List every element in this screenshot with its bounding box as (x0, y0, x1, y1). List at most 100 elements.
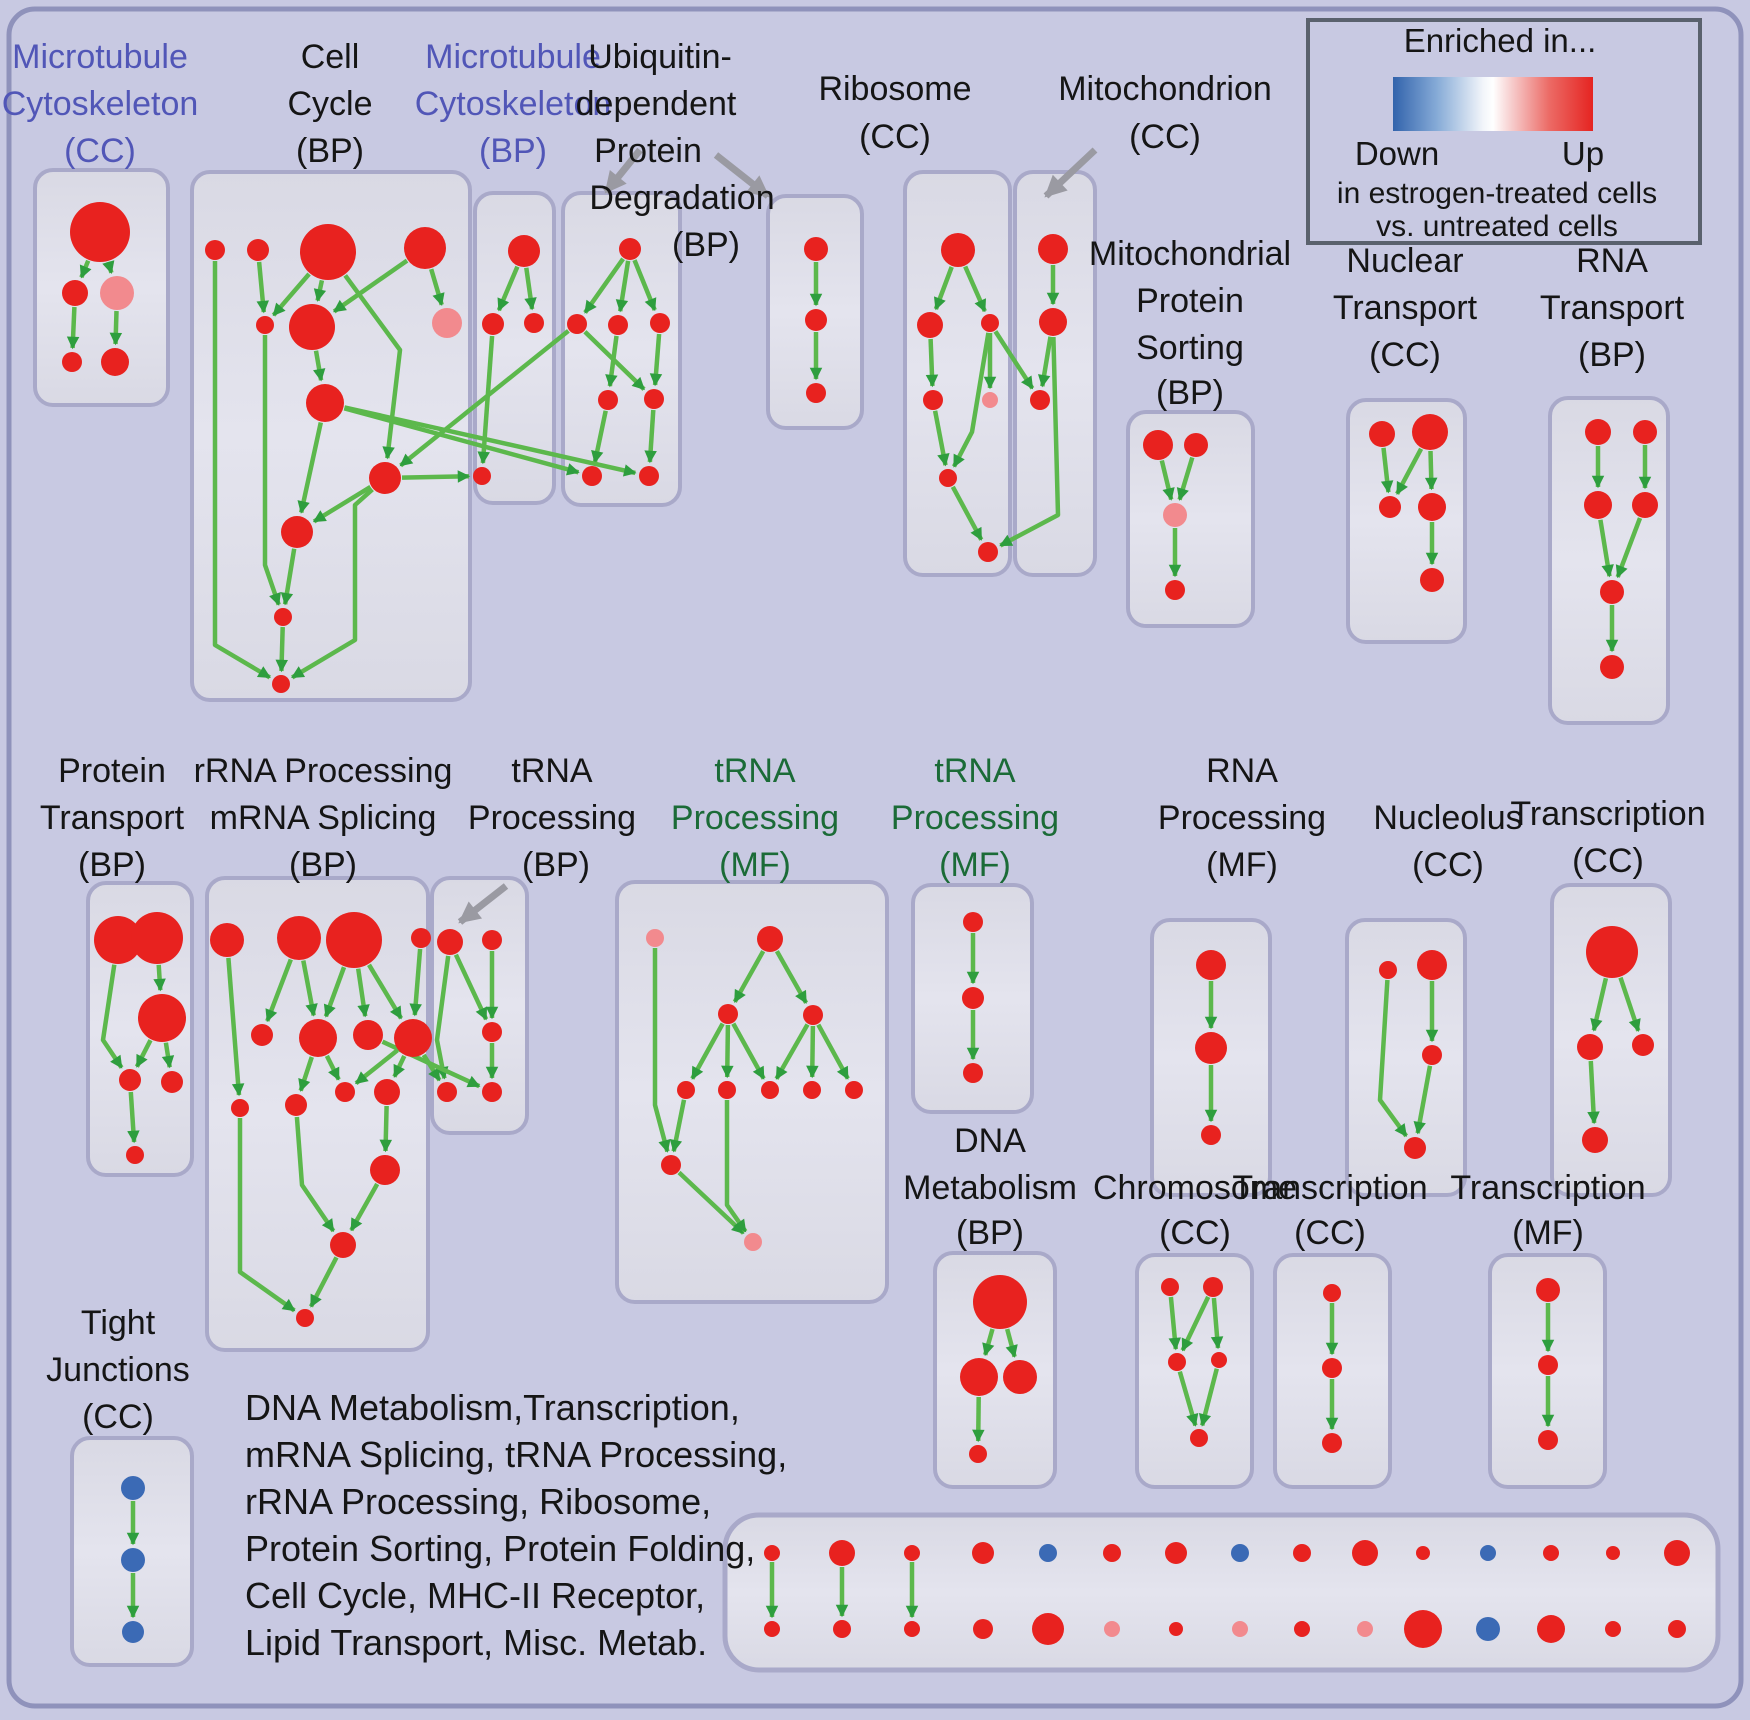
node-microtubule-cytoskeleton-cc-0 (70, 202, 130, 262)
edge-trna-processing-mf-large (652, 948, 671, 1153)
node-rrna-processing-mrna-splicing-bp-3 (411, 928, 431, 948)
node-transcription-mf-1 (1538, 1355, 1558, 1375)
edge-rrna-processing-mrna-splicing-bp (409, 948, 423, 1017)
node-tight-junctions-cc-2 (122, 1621, 144, 1643)
node-ubiquitin-degradation-bp-a-1 (567, 314, 587, 334)
node-nucleolus-cc-3 (1404, 1137, 1426, 1159)
edge-ribosome-cc (952, 332, 991, 468)
group-label-cell-cycle-bp-line2: (BP) (296, 132, 364, 170)
group-label-microtubule-cytoskeleton-cc-line2: (CC) (64, 132, 136, 170)
group-label-trna-processing-mf-large-line2: (MF) (719, 846, 791, 884)
node-trna-processing-mf-small-2 (963, 1063, 983, 1083)
edge-nucleolus-cc (1377, 979, 1409, 1138)
edge-microtubule-cytoskeleton-bp (524, 267, 537, 311)
group-box-ubiquitin-degradation-bp-a (561, 191, 682, 507)
edge-microtubule-cytoskeleton-cc (79, 259, 92, 279)
cross-edge-5 (999, 336, 1061, 548)
edge-protein-transport-bp (127, 1091, 140, 1144)
edge-cell-cycle-bp (275, 626, 288, 673)
node-mitochondrion-cc-2 (1030, 390, 1050, 410)
group-box-nucleolus-cc (1345, 918, 1467, 1197)
group-label-dna-metabolism-bp-line0: DNA (954, 1122, 1026, 1160)
edge-protein-transport-bp (161, 1042, 175, 1069)
node-nuclear-transport-cc-2 (1379, 496, 1401, 518)
strip-top-node-13 (1606, 1546, 1620, 1560)
node-trna-processing-mf-small-1 (962, 987, 984, 1009)
strip-bottom-node-9 (1357, 1621, 1373, 1637)
misc-label-line-4: Cell Cycle, MHC-II Receptor, (245, 1575, 705, 1616)
node-rna-transport-bp-1 (1633, 420, 1657, 444)
node-microtubule-cytoskeleton-cc-2 (100, 276, 134, 310)
edge-rrna-processing-mrna-splicing-bp (379, 1105, 393, 1153)
node-rrna-processing-mrna-splicing-bp-11 (374, 1079, 400, 1105)
node-transcription-mf-2 (1538, 1430, 1558, 1450)
edge-microtubule-cytoskeleton-bp (477, 335, 495, 465)
edge-ribosome-cc (950, 485, 984, 541)
group-label-transcription-cc-upper-line0: Transcription (1510, 795, 1705, 833)
node-ribosome-cc-3 (923, 390, 943, 410)
node-trna-processing-mf-large-8 (845, 1081, 863, 1099)
edge-ubiquitin-degradation-bp-a (583, 257, 625, 314)
edge-ribosome-cc (932, 410, 950, 467)
node-nucleolus-cc-0 (1379, 961, 1397, 979)
edge-transcription-cc-upper (1587, 1060, 1600, 1125)
edge-protein-transport-bp (100, 964, 124, 1069)
edge-dna-metabolism-bp (982, 1328, 995, 1357)
edge-microtubule-cytoskeleton-cc (109, 310, 123, 346)
edge-trna-processing-mf-large (774, 1023, 810, 1080)
group-label-mitochondrial-protein-sorting-bp-line1: Protein (1136, 282, 1244, 320)
strip-top-node-11 (1480, 1545, 1496, 1561)
edge-ribosome-cc (933, 266, 954, 311)
edge-cell-cycle-bp (297, 422, 323, 514)
edge-cell-cycle-bp (280, 548, 297, 606)
strip-bottom-node-10 (1404, 1610, 1442, 1648)
edge-nuclear-transport-cc (1395, 447, 1424, 495)
group-label-microtubule-cytoskeleton-bp-line0: Microtubule (425, 38, 601, 76)
edge-cell-cycle-bp (271, 272, 311, 317)
node-cell-cycle-bp-3 (404, 227, 446, 269)
group-label-transcription-mf-line1: (MF) (1512, 1214, 1584, 1252)
edge-ubiquitin-degradation-bp-a (632, 259, 657, 312)
group-label-protein-transport-bp-line0: Protein (58, 752, 166, 790)
group-label-nuclear-transport-cc-line1: Transport (1333, 289, 1478, 327)
group-label-trna-processing-bp-line2: (BP) (522, 846, 590, 884)
group-label-cell-cycle-bp-line1: Cycle (287, 85, 372, 123)
node-cell-cycle-bp-1 (247, 239, 269, 261)
edge-cell-cycle-bp (256, 261, 269, 314)
node-trna-processing-mf-large-9 (661, 1155, 681, 1175)
edge-trna-processing-mf-large (669, 1099, 687, 1153)
legend-box (1306, 18, 1702, 245)
strip-bottom-node-6 (1169, 1622, 1183, 1636)
edge-rrna-processing-mrna-splicing-bp (301, 960, 318, 1017)
node-dna-metabolism-bp-1 (960, 1358, 998, 1396)
edge-cell-cycle-bp (212, 261, 271, 680)
edge-mitochondrial-protein-sorting-bp (1159, 459, 1175, 501)
edge-rrna-processing-mrna-splicing-bp (349, 1182, 380, 1232)
edge-trna-processing-mf-large (732, 950, 766, 1003)
group-label-mitochondrion-cc-line1: (CC) (1129, 118, 1201, 156)
edge-nucleolus-cc (1413, 1065, 1433, 1135)
edge-cell-cycle-bp (262, 335, 281, 606)
strip-top-node-14 (1664, 1540, 1690, 1566)
group-label-chromosome-cc-line0: Chromosome (1093, 1169, 1297, 1207)
node-cell-cycle-bp-5 (289, 304, 335, 350)
group-label-tight-junctions-cc-line1: Junctions (46, 1351, 190, 1389)
edge-dna-metabolism-bp (972, 1396, 985, 1443)
node-microtubule-cytoskeleton-cc-4 (101, 348, 129, 376)
node-ubiquitin-degradation-bp-a-4 (598, 390, 618, 410)
strip-top-node-4 (1039, 1544, 1057, 1562)
node-cell-cycle-bp-9 (281, 516, 313, 548)
node-nuclear-transport-cc-3 (1418, 493, 1446, 521)
node-transcription-cc-upper-3 (1582, 1127, 1608, 1153)
group-label-mitochondrial-protein-sorting-bp-line3: (BP) (1156, 374, 1224, 412)
group-label-cell-cycle-bp-line0: Cell (301, 38, 360, 76)
group-label-tight-junctions-cc-line2: (CC) (82, 1398, 154, 1436)
strip-bottom-node-8 (1294, 1621, 1310, 1637)
cross-edge-6 (421, 1053, 442, 1082)
layer-edges (66, 147, 1652, 1619)
group-label-transcription-cc-upper-line1: (CC) (1572, 842, 1644, 880)
strip-top-node-9 (1352, 1540, 1378, 1566)
node-trna-processing-mf-large-2 (718, 1004, 738, 1024)
group-label-transcription-mf-line0: Transcription (1450, 1169, 1645, 1207)
node-cell-cycle-bp-7 (306, 384, 344, 422)
